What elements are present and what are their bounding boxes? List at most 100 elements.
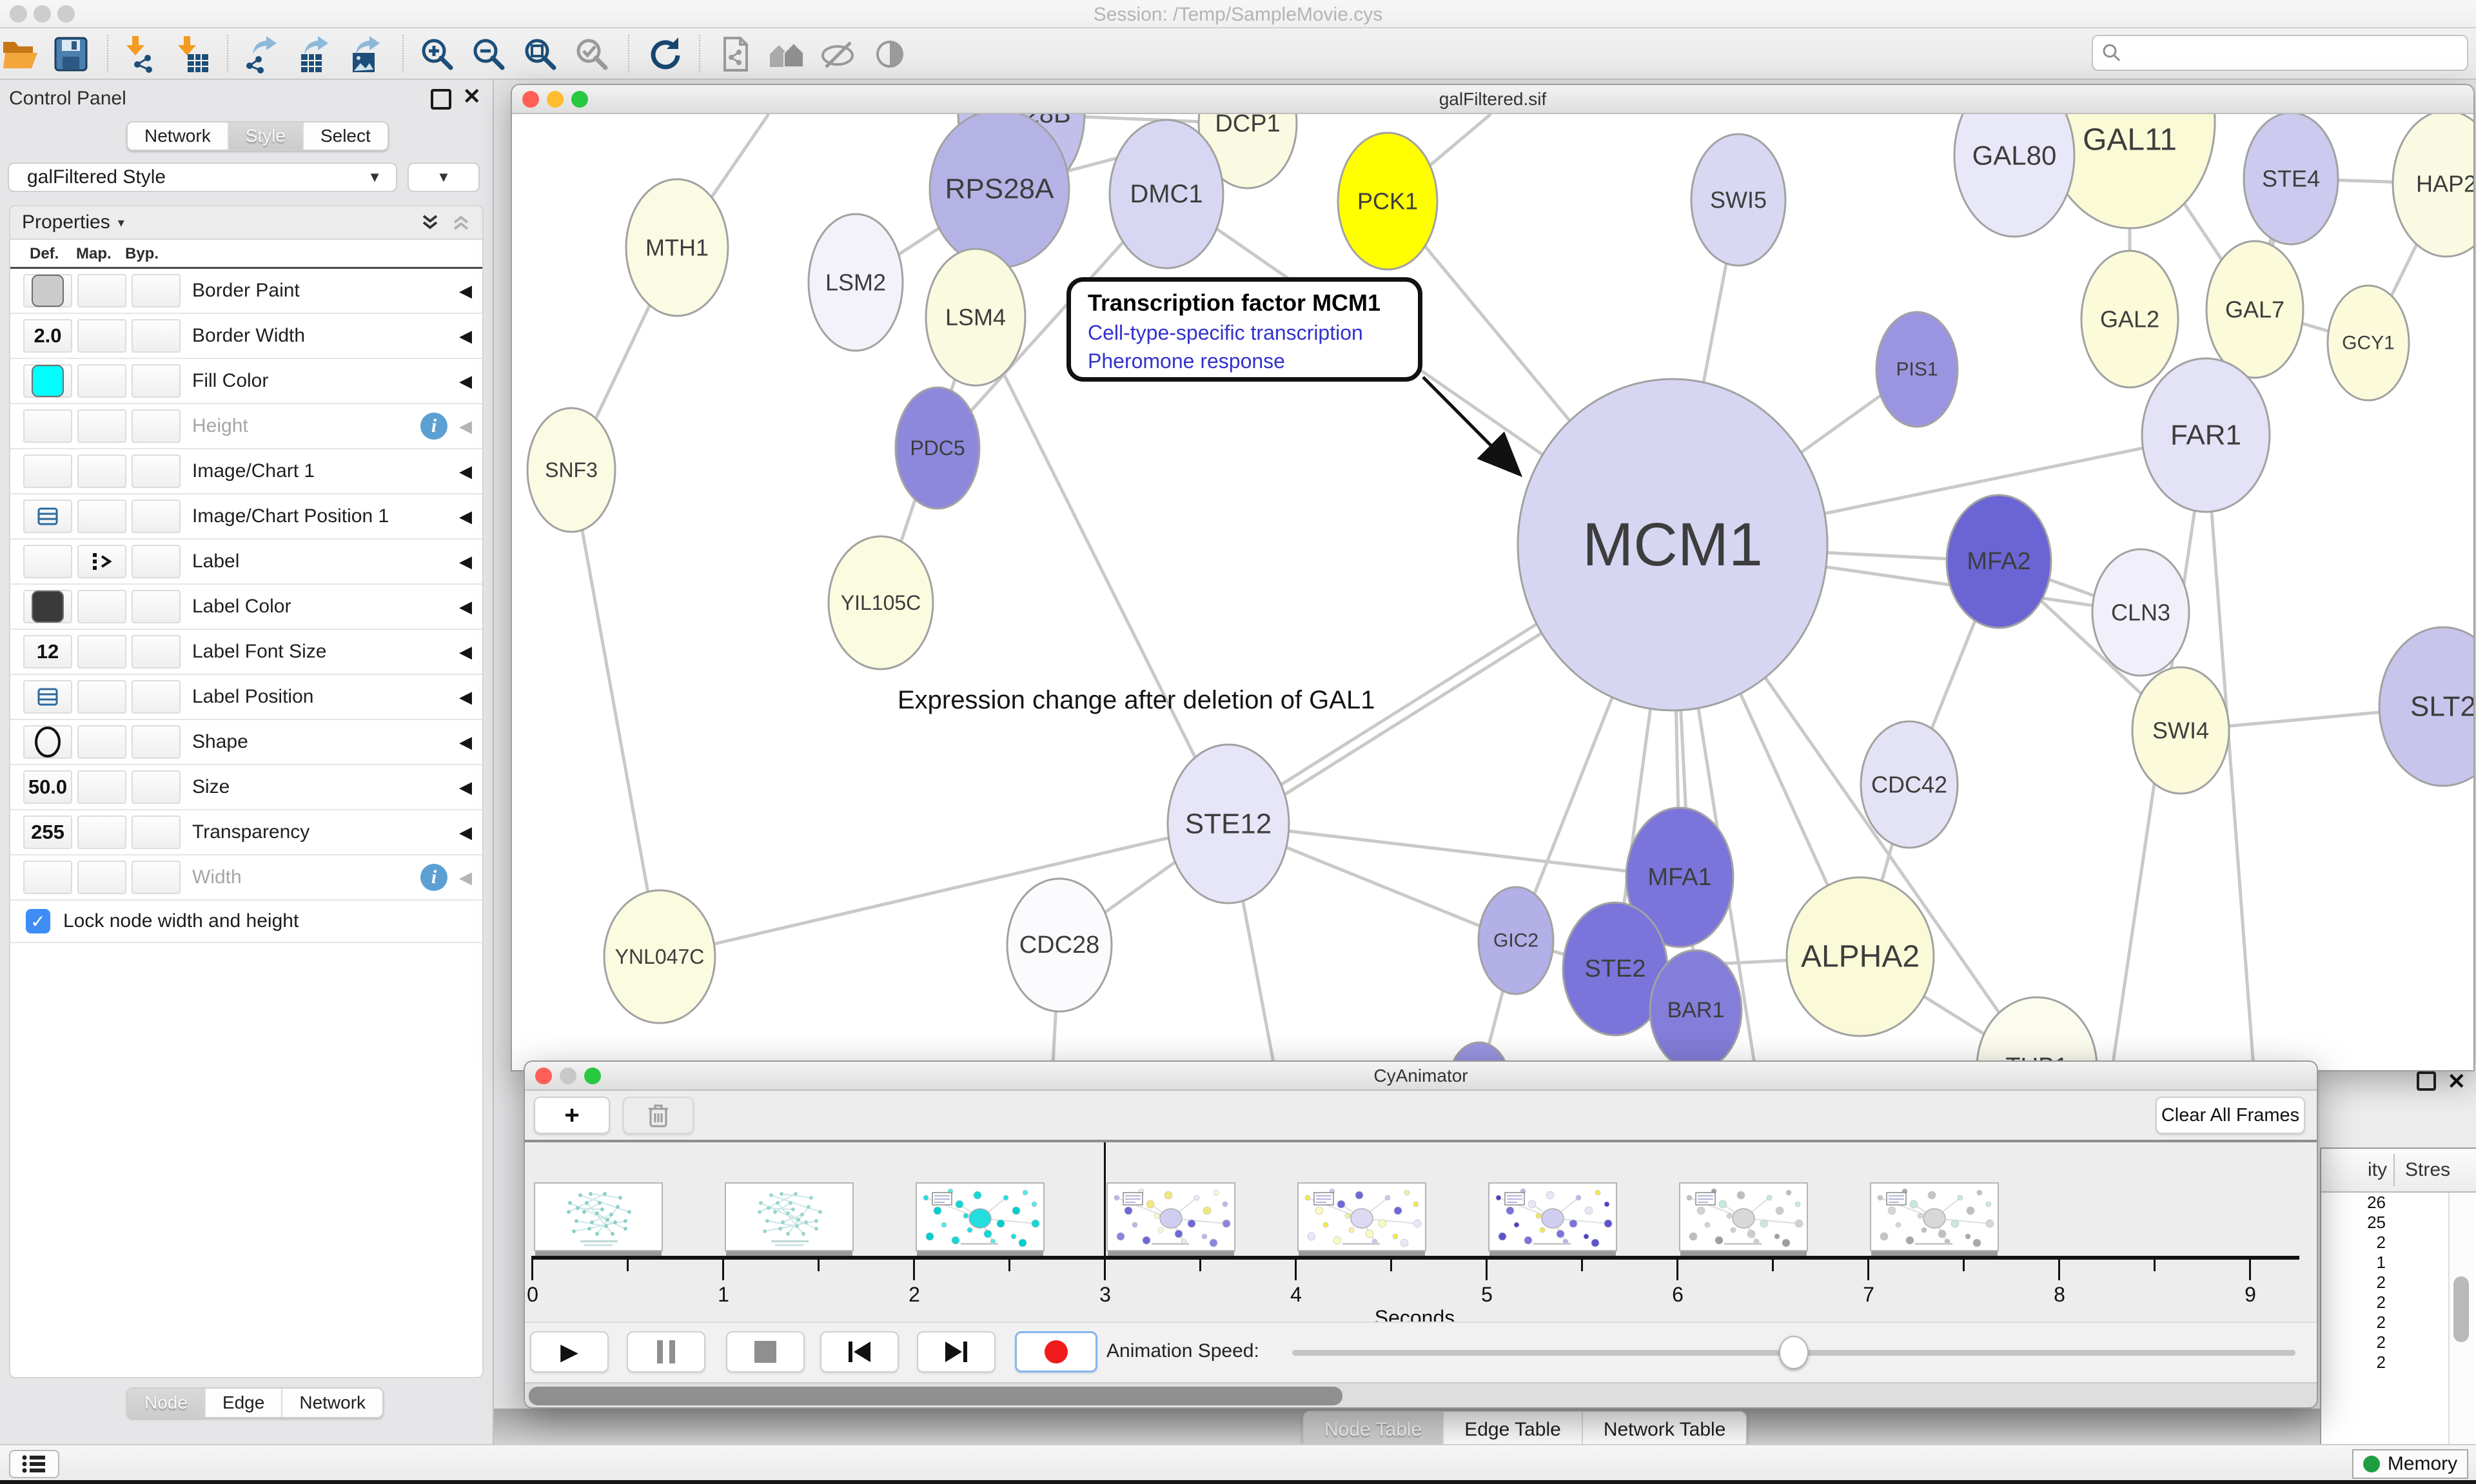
property-row-label-color[interactable]: Label Color ◀ [10,585,482,630]
network-node-MFA1[interactable] [1625,806,1734,948]
mapping-cell[interactable] [77,500,126,533]
network-node-DMC1[interactable] [1108,119,1224,269]
mapping-cell[interactable] [77,725,126,759]
default-value-cell[interactable] [23,725,72,759]
frame-thumbnail-7[interactable] [1870,1182,1999,1251]
default-value-cell[interactable] [23,680,72,714]
network-node-GAL80[interactable] [1953,114,2076,238]
default-value-cell[interactable] [23,454,72,488]
search-input[interactable] [2129,42,2458,64]
collapse-row-icon[interactable]: ◀ [459,732,472,752]
network-window-titlebar[interactable]: galFiltered.sif [512,85,2473,114]
frame-thumbnail-1[interactable] [725,1182,854,1251]
info-icon[interactable]: i [420,864,447,891]
refresh-view-icon[interactable] [645,34,686,75]
float-panel-icon[interactable] [431,89,451,110]
collapse-row-icon[interactable]: ◀ [459,506,472,526]
network-node-YIL105C[interactable] [827,535,934,670]
scrollbar-thumb[interactable] [2453,1276,2469,1342]
mapping-cell[interactable] [77,545,126,578]
frame-thumbnail-5[interactable] [1488,1182,1617,1251]
panel-menu-button[interactable] [9,1450,59,1478]
lock-size-row[interactable]: ✓ Lock node width and height [10,901,482,943]
export-network-icon[interactable] [242,34,284,75]
tab-node-style[interactable]: Node [128,1389,204,1417]
network-node-PCK1[interactable] [1337,132,1439,271]
zoom-fit-icon[interactable] [520,34,561,75]
tab-network[interactable]: Network [128,122,228,150]
table-row[interactable]: 2 [2376,1313,2386,1332]
mapping-cell[interactable] [77,680,126,714]
stop-button[interactable] [726,1331,805,1372]
bypass-cell[interactable] [132,454,181,488]
network-node-ALPHA2[interactable] [1785,876,1935,1037]
table-row[interactable]: 2 [2376,1233,2386,1252]
play-button[interactable]: ▶ [530,1331,609,1372]
bypass-cell[interactable] [132,680,181,714]
default-value-cell[interactable] [23,861,72,894]
tab-network-table[interactable]: Network Table [1581,1412,1747,1448]
bypass-cell[interactable] [132,364,181,398]
table-row[interactable]: 25 [2367,1213,2386,1232]
network-node-CLN3[interactable] [2091,548,2190,677]
scrollbar-thumb[interactable] [529,1387,1342,1405]
default-value-cell[interactable]: 50.0 [23,770,72,804]
collapse-row-icon[interactable]: ◀ [459,326,472,346]
collapse-row-icon[interactable]: ◀ [459,596,472,616]
tab-edge-style[interactable]: Edge [204,1389,282,1417]
network-node-GCY1[interactable] [2326,284,2410,402]
bypass-cell[interactable] [132,409,181,443]
default-value-cell[interactable] [23,590,72,623]
network-node-STE4[interactable] [2243,114,2339,246]
style-dropdown[interactable]: galFiltered Style ▼ [8,162,397,192]
mapping-cell[interactable] [77,861,126,894]
default-value-cell[interactable]: 255 [23,815,72,849]
bypass-cell[interactable] [132,274,181,308]
frame-thumbnail-0[interactable] [534,1182,663,1251]
delete-frame-button[interactable] [623,1097,694,1134]
mapping-cell[interactable] [77,815,126,849]
network-node-LSM4[interactable] [925,248,1027,387]
mapping-cell[interactable] [77,590,126,623]
frame-thumbnail-4[interactable] [1297,1182,1426,1251]
clear-all-frames-button[interactable]: Clear All Frames [2156,1097,2305,1134]
network-node-DCP1[interactable] [1197,114,1298,190]
first-frame-button[interactable] [820,1331,899,1372]
minimize-window-icon[interactable] [560,1068,576,1084]
collapse-row-icon[interactable]: ◀ [459,551,472,571]
lock-size-checkbox[interactable]: ✓ [26,909,50,933]
tab-edge-table[interactable]: Edge Table [1442,1412,1582,1448]
table-vertical-scrollbar[interactable] [2448,1193,2475,1447]
network-node-FAR1[interactable] [2141,357,2271,513]
tab-node-table[interactable]: Node Table [1304,1412,1443,1448]
collapse-row-icon[interactable]: ◀ [459,280,472,300]
open-session-icon[interactable] [0,34,41,75]
collapse-row-icon[interactable]: ◀ [459,822,472,842]
default-value-cell[interactable] [23,364,72,398]
mapping-cell[interactable] [77,409,126,443]
network-node-STE12[interactable] [1166,743,1290,904]
network-node-PIS1[interactable] [1875,311,1959,428]
property-row-image-chart-1[interactable]: Image/Chart 1 ◀ [10,449,482,494]
close-window-icon[interactable] [10,5,27,23]
table-row[interactable]: 2 [2376,1352,2386,1372]
collapse-row-icon[interactable]: ◀ [459,461,472,481]
minimize-window-icon[interactable] [34,5,51,23]
property-row-height[interactable]: Height i ◀ [10,404,482,449]
property-row-fill-color[interactable]: Fill Color ◀ [10,359,482,404]
expand-all-icon[interactable] [419,211,441,233]
property-row-label-position[interactable]: Label Position ◀ [10,675,482,720]
bypass-cell[interactable] [132,815,181,849]
close-panel-icon[interactable]: ✕ [2447,1069,2466,1094]
property-row-border-paint[interactable]: Border Paint ◀ [10,269,482,314]
mapping-cell[interactable] [77,319,126,353]
mapping-cell[interactable] [77,770,126,804]
network-node-SNF3[interactable] [526,407,616,533]
maximize-window-icon[interactable] [57,5,75,23]
default-value-cell[interactable] [23,500,72,533]
network-graph[interactable]: RPS28BDCP1GAL11RPS28ADMC1PCK1SWI5GAL80ST… [512,114,2473,1070]
minimize-window-icon[interactable] [547,91,564,108]
speed-slider-thumb[interactable] [1779,1336,1809,1369]
canvas-caption[interactable]: Expression change after deletion of GAL1 [898,686,1375,714]
hide-graphics-details-icon[interactable] [818,34,859,75]
